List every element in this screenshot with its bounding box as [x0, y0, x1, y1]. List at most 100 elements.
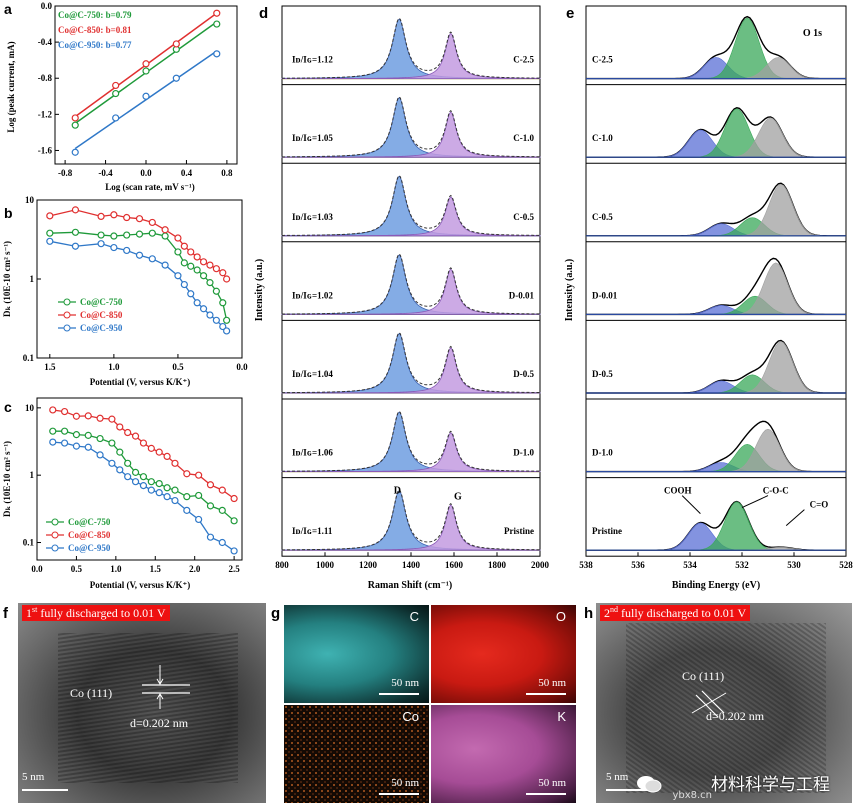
sample-label: C-2.5 — [513, 55, 534, 65]
data-point — [124, 459, 132, 467]
element-label-c: C — [409, 609, 419, 624]
eds-map-c: C 50 nm — [284, 605, 429, 703]
data-point — [97, 240, 105, 248]
data-point — [199, 258, 208, 266]
y-tick-label: 1 — [30, 470, 35, 480]
data-point — [142, 60, 150, 68]
sample-label: Pristine — [504, 526, 534, 536]
data-point — [71, 148, 79, 156]
data-point — [60, 439, 69, 447]
scale-bar-co — [379, 793, 419, 795]
data-point — [219, 269, 227, 277]
y-axis-label-b: Dₖ (10E-10 cm² s⁻¹) — [2, 241, 12, 317]
data-point — [199, 272, 208, 280]
data-point — [206, 279, 214, 287]
annotation-co: C=O — [810, 500, 829, 510]
data-point — [183, 506, 191, 514]
data-point — [96, 434, 104, 443]
data-point — [108, 439, 116, 447]
x-tick-label: 1.5 — [44, 362, 56, 372]
data-point — [142, 92, 150, 100]
data-point — [96, 451, 104, 459]
scale-bar-h — [606, 789, 650, 791]
data-point — [60, 427, 69, 435]
data-point — [174, 234, 182, 242]
data-point — [193, 266, 201, 274]
data-point — [193, 299, 201, 307]
legend-label: Co@C-850 — [80, 310, 123, 320]
d-band-peak — [281, 175, 541, 237]
data-point — [195, 471, 203, 479]
data-point — [195, 491, 203, 500]
x-tick-label: 2000 — [531, 560, 550, 570]
scale-bar-f — [22, 789, 68, 791]
x-axis-label-d: Raman Shift (cm⁻¹) — [368, 580, 452, 591]
legend-label: Co@C-750 — [80, 297, 123, 307]
data-point — [124, 428, 132, 437]
data-point — [171, 496, 179, 505]
tem-image-f: 1st fully discharged to 0.01 V Co (111) … — [18, 603, 266, 803]
xps-component-green — [586, 108, 846, 158]
data-point — [116, 423, 124, 431]
data-point — [180, 259, 188, 267]
data-point — [46, 237, 54, 245]
data-point — [60, 407, 69, 416]
scale-label-o: 50 nm — [538, 677, 566, 689]
data-point — [135, 251, 144, 259]
data-point — [124, 473, 132, 481]
element-label-k: K — [557, 709, 566, 724]
xps-component-blue — [586, 462, 846, 472]
scale-label-k: 50 nm — [538, 777, 566, 789]
co-dots — [284, 705, 429, 803]
data-point — [206, 261, 214, 269]
data-point — [212, 287, 220, 295]
scale-bar-c — [379, 693, 419, 695]
legend-label: Co@C-750 — [68, 517, 111, 527]
data-point — [148, 255, 156, 263]
plot-area-e: C-2.5 C-1.0 C-0.5 D-0.01 D-0.5 D-1.0 Pristine 5… — [579, 5, 853, 570]
annotation-arrow-co — [785, 509, 805, 526]
intensity-ratio: Iᴅ/Iɢ=1.06 — [292, 448, 333, 458]
annotation-arrow-cooh — [681, 495, 701, 514]
data-point — [155, 479, 163, 488]
data-point — [180, 280, 188, 289]
x-tick-label: 2.5 — [228, 564, 240, 574]
panel-letter-e: e — [566, 5, 574, 22]
panel-letter-g: g — [271, 605, 280, 622]
data-point — [171, 459, 179, 467]
x-tick-label: 1.0 — [110, 564, 122, 574]
measured-spectrum — [281, 174, 541, 236]
sample-label: D-0.01 — [592, 290, 618, 300]
data-point — [139, 439, 148, 447]
data-point — [71, 121, 79, 129]
data-point — [147, 444, 155, 452]
d-band-peak — [281, 254, 541, 315]
data-point — [71, 228, 80, 236]
data-point — [112, 89, 120, 98]
panel-letter-b: b — [4, 205, 13, 221]
x-tick-label: 1200 — [359, 560, 378, 570]
panel-letter-c: c — [4, 399, 12, 415]
data-point — [195, 515, 203, 524]
x-tick-label: 0.5 — [172, 362, 184, 372]
data-point — [131, 468, 140, 476]
x-tick-label: 528 — [839, 560, 853, 570]
scale-bar-k — [526, 793, 566, 795]
y-axis-label-d: Intensity (a.u.) — [254, 259, 265, 322]
panel-letter-h: h — [584, 605, 593, 622]
y-tick-label: -0.4 — [38, 37, 53, 47]
data-point — [172, 40, 180, 48]
sample-label: D-1.0 — [513, 448, 534, 458]
data-point — [108, 415, 116, 423]
panel-b: b 1.5 1.0 0.5 0.0 0.1 1 10 Potential (V, versu… — [2, 195, 248, 387]
data-point — [193, 253, 201, 261]
g-band-peak — [281, 111, 541, 158]
data-point — [206, 311, 214, 319]
data-point — [187, 262, 195, 270]
y-tick-label: 10 — [25, 403, 35, 413]
peak-label-d: D — [394, 486, 401, 497]
eds-map-k: K 50 nm — [431, 705, 576, 803]
plot-area-c: 0.0 0.5 1.0 1.5 2.0 2.5 0.1 1 10 — [23, 403, 240, 574]
legend-a: Co@C-750: b=0.79 Co@C-850: b=0.81 Co@C-9… — [58, 10, 132, 50]
panel-c: c 0.0 0.5 1.0 1.5 2.0 2.5 0.1 1 10 Potential (V,… — [2, 397, 243, 590]
